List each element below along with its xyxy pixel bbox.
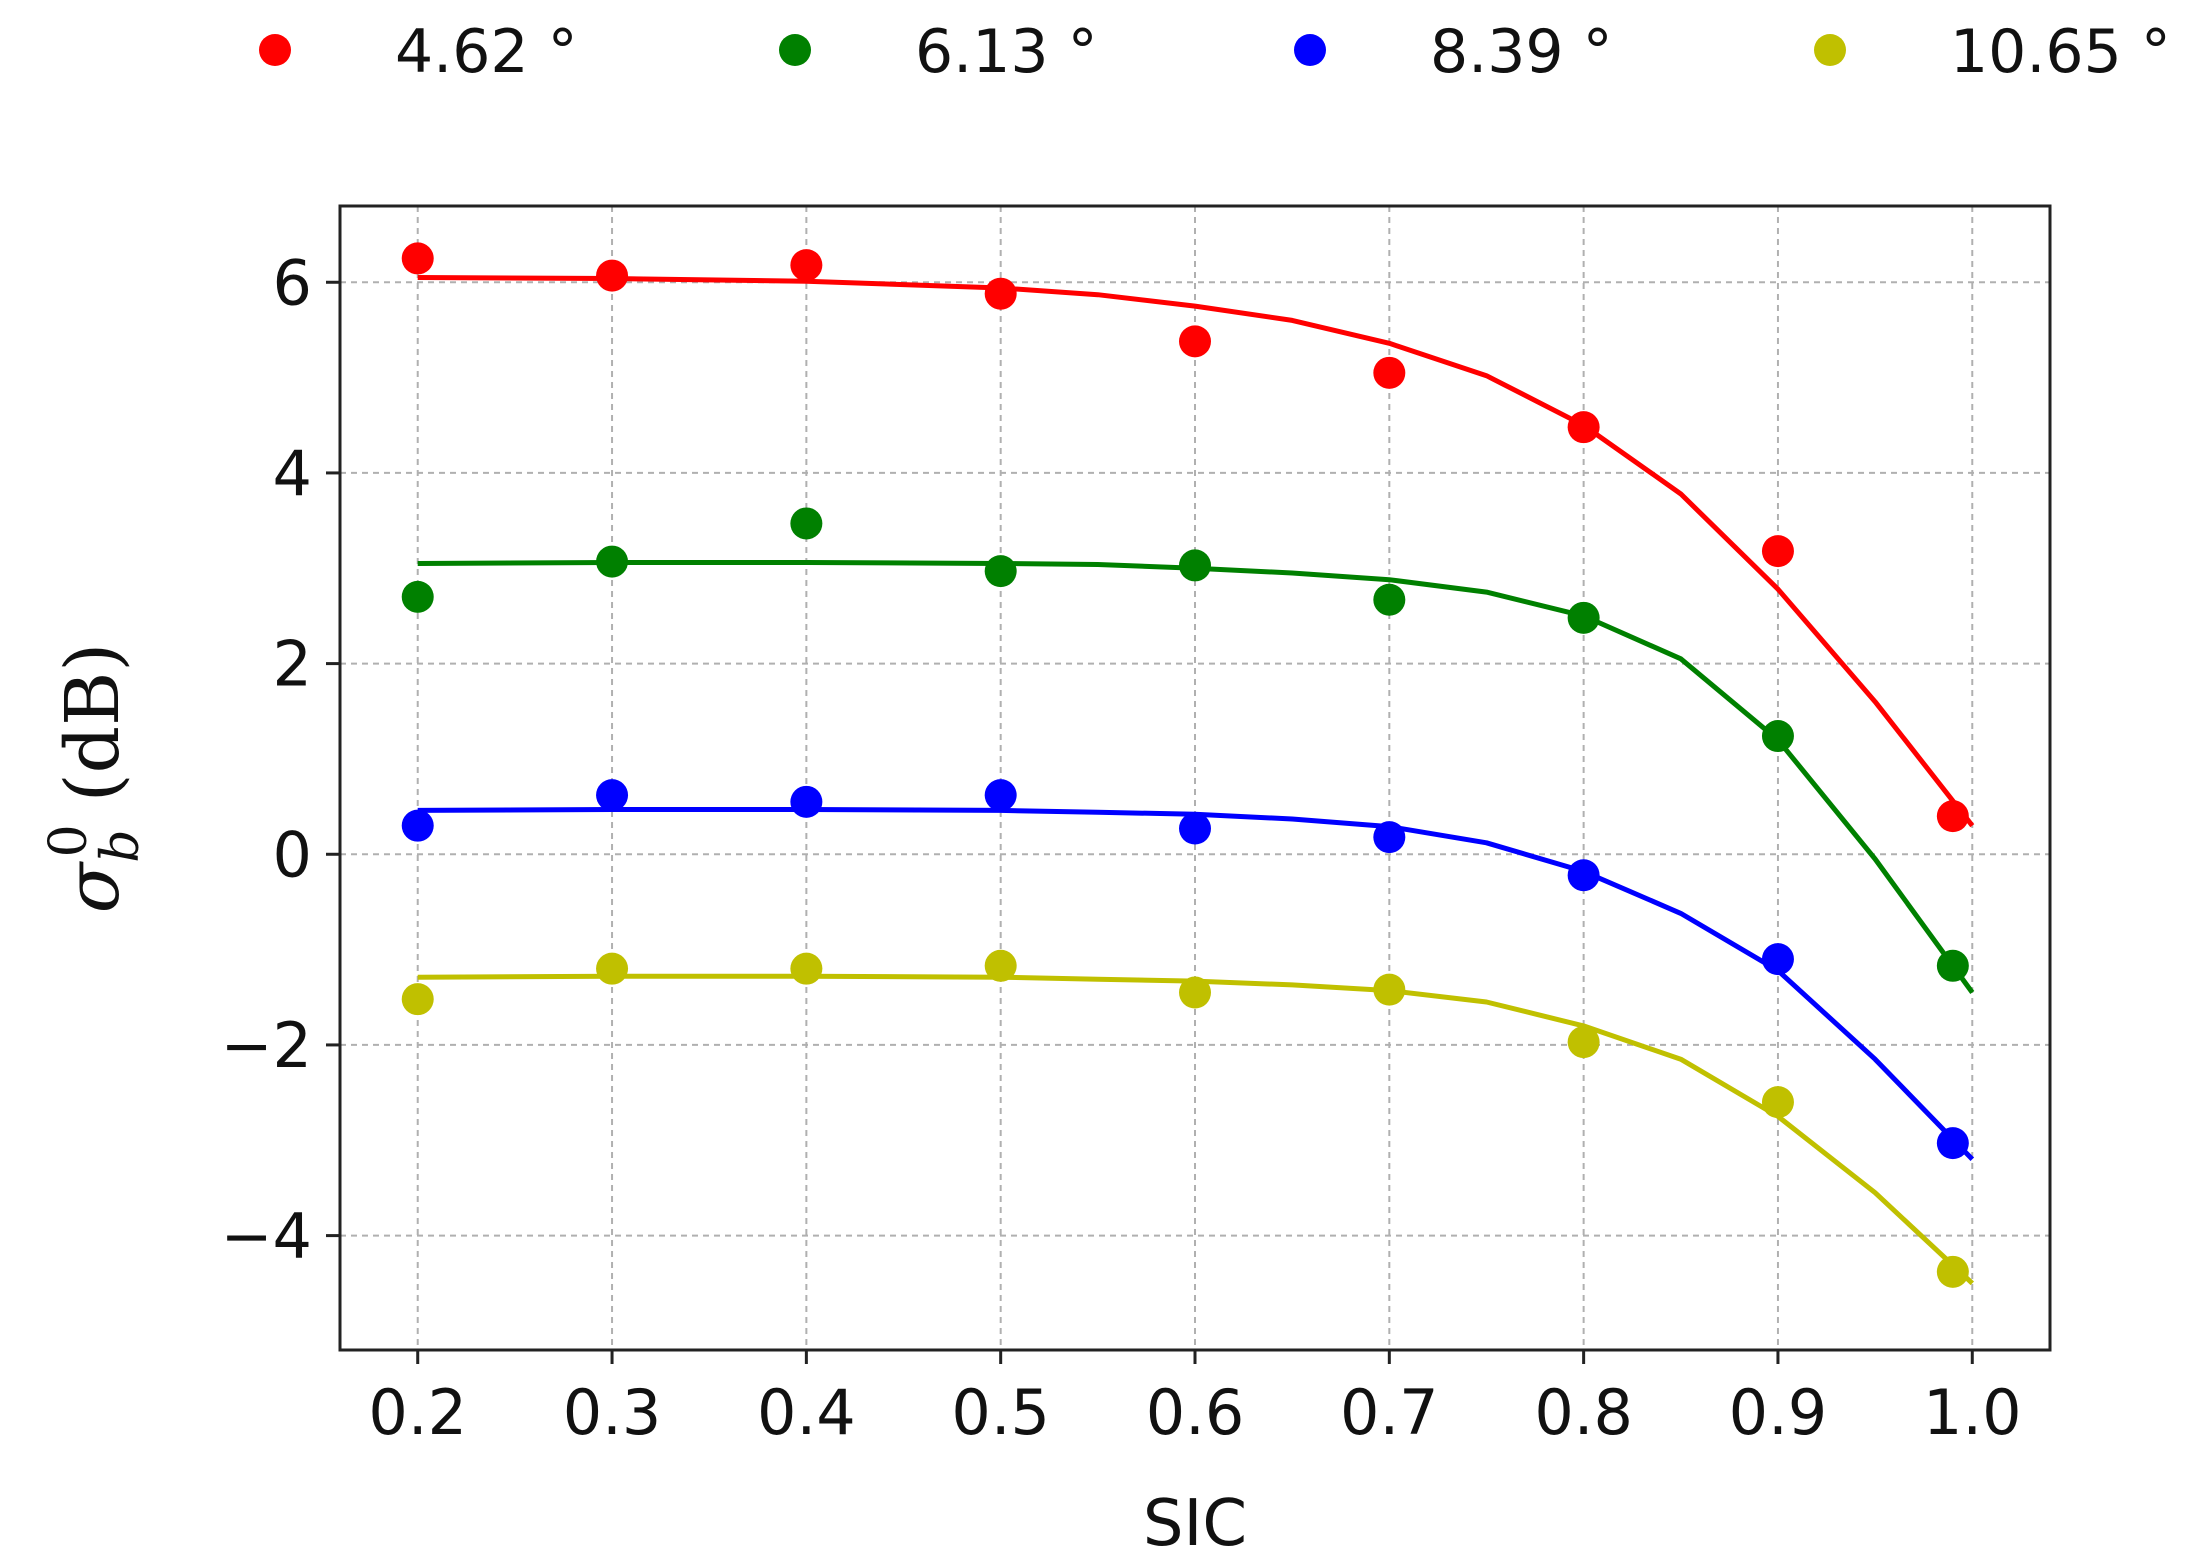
y-axis-label-unit: (dB) xyxy=(50,643,136,803)
data-point-series-1 xyxy=(790,249,823,282)
legend-marker xyxy=(779,34,811,66)
grid xyxy=(340,206,2050,1350)
fit-curve-series-3 xyxy=(417,807,1975,1162)
data-point-series-2 xyxy=(596,545,629,578)
data-point-series-2 xyxy=(790,507,823,540)
y-axis-label-subscript: b xyxy=(91,829,151,862)
data-point-series-2 xyxy=(1179,549,1211,582)
legend-item-1: 4.62 ° xyxy=(259,17,578,87)
x-tick-label: 0.8 xyxy=(1534,1376,1633,1449)
y-axis-ticks: −4 −2 0 2 4 6 xyxy=(221,246,340,1273)
data-point-series-3 xyxy=(1567,859,1600,892)
x-tick-label: 0.2 xyxy=(368,1376,467,1449)
data-point-series-4 xyxy=(1373,973,1406,1006)
legend: 4.62 ° 6.13 ° 8.39 ° 10.65 ° xyxy=(259,17,2171,87)
x-tick-label: 0.9 xyxy=(1729,1376,1828,1449)
fit-curve-series-2 xyxy=(417,560,1975,994)
legend-marker xyxy=(259,34,291,66)
y-axis-label: σb0 (dB) xyxy=(39,643,151,913)
data-point-series-1 xyxy=(984,277,1017,310)
data-point-series-2 xyxy=(1567,601,1600,634)
data-point-series-3 xyxy=(401,809,434,842)
data-point-series-1 xyxy=(1936,800,1969,833)
y-axis-label-symbol: σ xyxy=(50,860,136,913)
legend-item-4: 10.65 ° xyxy=(1814,17,2171,87)
data-point-series-2 xyxy=(1373,583,1406,616)
fit-curve-series-4 xyxy=(417,973,1975,1286)
y-axis-label-superscript: 0 xyxy=(39,824,99,857)
data-point-series-4 xyxy=(596,952,629,985)
data-point-series-3 xyxy=(596,779,629,812)
x-tick-label: 0.5 xyxy=(951,1376,1050,1449)
data-point-series-1 xyxy=(401,242,434,275)
x-tick-label: 0.3 xyxy=(563,1376,662,1449)
legend-label: 10.65 ° xyxy=(1950,17,2171,87)
data-point-series-4 xyxy=(1936,1255,1969,1288)
data-point-series-1 xyxy=(1761,535,1794,568)
y-tick-label: 0 xyxy=(273,818,312,891)
x-tick-label: 0.4 xyxy=(757,1376,856,1449)
data-point-series-4 xyxy=(984,949,1017,982)
data-point-series-3 xyxy=(984,779,1017,812)
data-point-series-1 xyxy=(1567,411,1600,444)
data-point-series-2 xyxy=(984,555,1017,588)
data-point-series-4 xyxy=(1567,1026,1600,1059)
data-point-series-1 xyxy=(1373,356,1406,389)
legend-item-2: 6.13 ° xyxy=(779,17,1098,87)
data-point-series-3 xyxy=(1761,943,1794,976)
y-tick-label: 2 xyxy=(273,628,312,701)
data-point-series-3 xyxy=(1373,821,1406,854)
data-point-series-1 xyxy=(1179,325,1211,358)
y-tick-label: 4 xyxy=(273,437,312,510)
x-axis-label: SIC xyxy=(1143,1487,1247,1561)
x-tick-label: 0.6 xyxy=(1146,1376,1245,1449)
legend-label: 6.13 ° xyxy=(915,17,1098,87)
data-point-series-4 xyxy=(1761,1086,1794,1119)
data-point-series-2 xyxy=(1761,720,1794,753)
legend-marker xyxy=(1814,34,1846,66)
data-point-series-4 xyxy=(401,983,434,1016)
data-points xyxy=(401,242,1969,1288)
x-axis-ticks: 0.2 0.3 0.4 0.5 0.6 0.7 0.8 0.9 1.0 xyxy=(368,1350,2022,1449)
legend-marker xyxy=(1294,34,1326,66)
x-tick-label: 1.0 xyxy=(1923,1376,2022,1449)
data-point-series-4 xyxy=(1179,976,1211,1009)
x-tick-label: 0.7 xyxy=(1340,1376,1439,1449)
data-point-series-4 xyxy=(790,952,823,985)
data-point-series-2 xyxy=(401,580,434,613)
y-tick-label: −2 xyxy=(221,1009,312,1082)
legend-item-3: 8.39 ° xyxy=(1294,17,1613,87)
fit-curve-series-1 xyxy=(417,275,1975,828)
fit-curves xyxy=(417,275,1975,1286)
y-tick-label: −4 xyxy=(221,1200,312,1273)
legend-label: 4.62 ° xyxy=(395,17,578,87)
data-point-series-3 xyxy=(790,785,823,818)
data-point-series-2 xyxy=(1936,949,1969,982)
data-point-series-3 xyxy=(1179,812,1211,845)
data-point-series-3 xyxy=(1936,1127,1969,1160)
y-tick-label: 6 xyxy=(273,246,312,319)
legend-label: 8.39 ° xyxy=(1430,17,1613,87)
data-point-series-1 xyxy=(596,259,629,292)
